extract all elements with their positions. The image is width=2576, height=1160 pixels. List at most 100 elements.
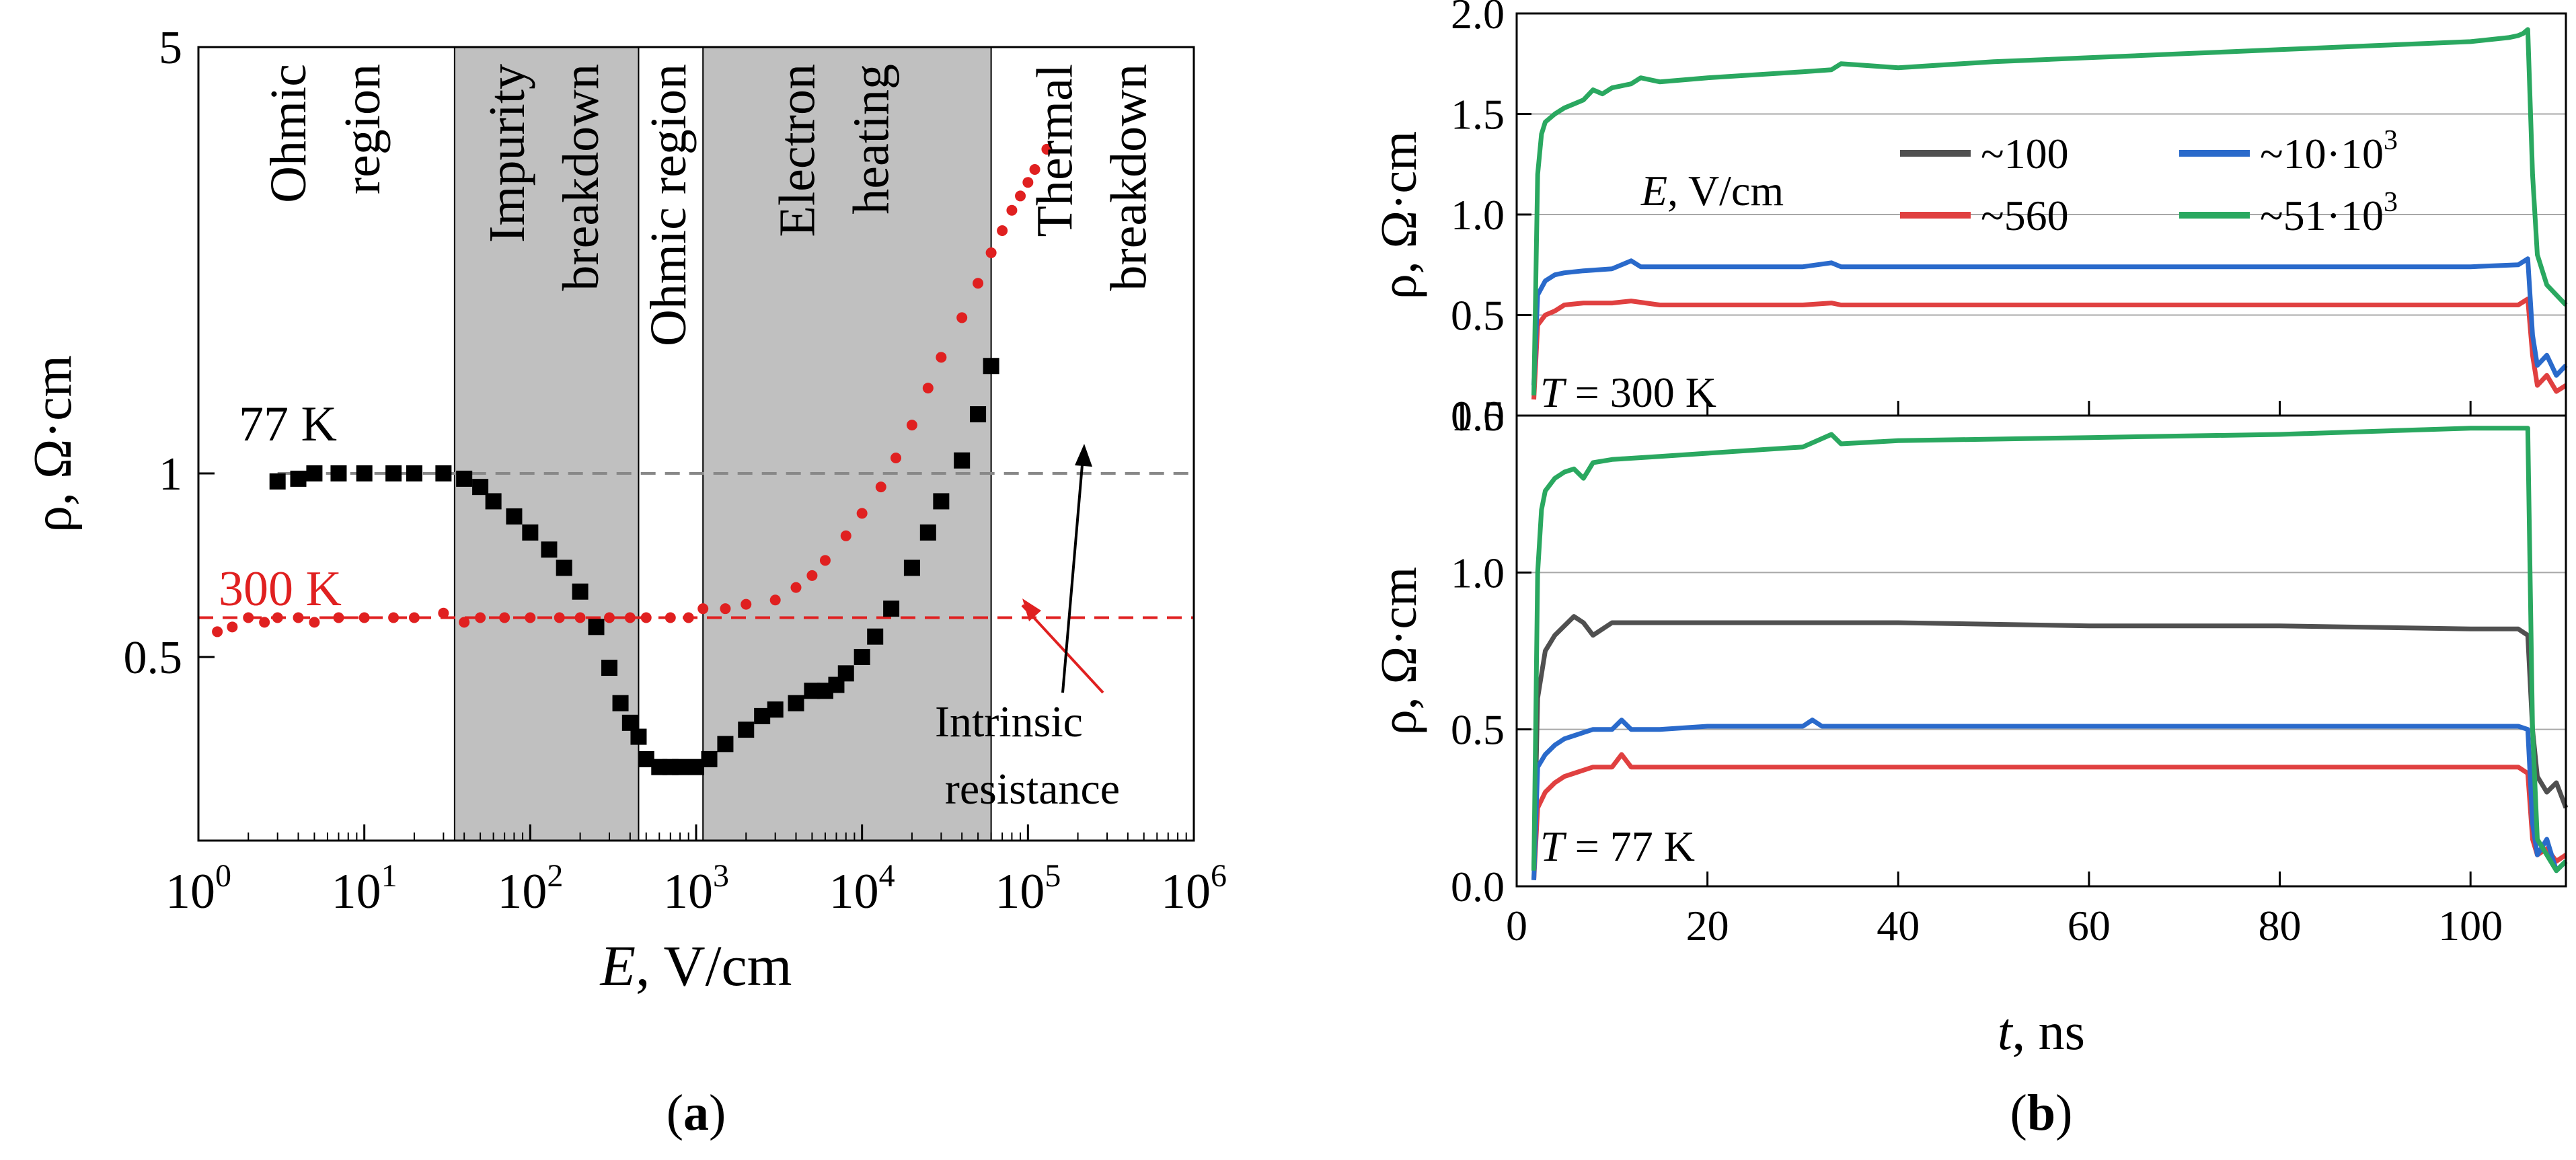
temperature-label-300k: T = 300 K (1540, 369, 1716, 416)
point-300-k-23 (697, 603, 709, 615)
x-tick-label-5: 105 (995, 858, 1061, 919)
point-300-k-22 (683, 612, 694, 623)
panel-a-caption: (a) (667, 1085, 726, 1141)
x-tick-label-3: 60 (2068, 902, 2111, 950)
point-300-k-40 (997, 225, 1008, 237)
point-300-k-5 (293, 612, 304, 623)
point-300-k-19 (624, 612, 636, 623)
point-77-k-40 (919, 524, 936, 541)
point-300-k-4 (272, 612, 283, 623)
panel-b-xlabel: t, ns (1998, 1002, 2085, 1060)
point-300-k-0 (212, 626, 223, 637)
trace-top-51-10 (1531, 27, 2568, 396)
point-300-k-9 (388, 612, 400, 623)
y-tick-label-top-1: 0.5 (1451, 292, 1505, 340)
annotation-line-2: resistance (945, 765, 1120, 814)
point-77-k-3 (330, 465, 347, 481)
point-300-k-18 (604, 612, 615, 623)
legend-label-560: ~560 (1981, 192, 2069, 239)
point-77-k-12 (522, 524, 539, 541)
y-tick-label-top-3: 1.5 (1451, 91, 1505, 139)
point-77-k-1 (290, 470, 307, 487)
temperature-label-77k: T = 77 K (1540, 822, 1695, 870)
point-77-k-2 (306, 465, 323, 481)
point-300-k-44 (1029, 163, 1040, 175)
point-77-k-14 (556, 559, 572, 576)
point-77-k-41 (933, 493, 950, 510)
temp-77k-rest: = 77 K (1564, 822, 1695, 870)
panel-a-xlabel-var: E (599, 933, 636, 998)
x-tick-label-6: 106 (1161, 858, 1227, 919)
point-300-k-43 (1022, 177, 1034, 188)
region-label-ohmic-region-1-1: region (334, 64, 391, 194)
trace-bottom-10-10 (1531, 718, 2568, 880)
region-label-electron-heating-0: Electron (769, 64, 825, 237)
x-tick-label-base-1: 10 (332, 864, 381, 919)
panel-b-bottom: 0.0 0.5 1.0 1.5 0 20 40 60 80 100 T = 77 K (1451, 392, 2569, 950)
legend-label-100: ~100 (1981, 130, 2069, 178)
point-300-k-10 (408, 612, 420, 623)
shaded-region-electron-heating (702, 46, 992, 841)
region-label-ohmic-region-1-0: Ohmic (260, 64, 317, 203)
x-tick-label-base-6: 10 (1161, 864, 1211, 919)
x-tick-label-base-2: 10 (497, 864, 547, 919)
point-77-k-36 (854, 648, 870, 665)
point-300-k-32 (875, 481, 886, 493)
point-77-k-31 (788, 695, 804, 711)
point-300-k-25 (741, 598, 752, 610)
point-77-k-4 (356, 465, 373, 481)
panel-b-legend: E, V/cm ~100 ~10·103 ~560 ~51·103 (1640, 125, 2398, 239)
point-77-k-44 (983, 358, 999, 375)
label-77k: 77 K (239, 397, 337, 452)
point-300-k-6 (309, 617, 320, 628)
point-77-k-26 (701, 750, 718, 767)
x-tick-label-base-0: 10 (165, 864, 215, 919)
x-tick-label-exp-0: 0 (215, 858, 231, 894)
legend-label-51e3-exp: 3 (2384, 187, 2398, 218)
panel-b-caption: (b) (2010, 1085, 2073, 1141)
annotation-line-1: Intrinsic (935, 697, 1083, 746)
point-77-k-15 (572, 583, 589, 600)
point-300-k-1 (227, 621, 238, 633)
y-tick-label-bottom-0: 0.0 (1451, 863, 1505, 911)
x-tick-label-3: 103 (663, 858, 729, 919)
point-300-k-12 (459, 617, 470, 628)
point-77-k-11 (506, 508, 523, 525)
panel-b-top-ylabel: ρ, Ω·cm (1371, 131, 1427, 300)
y-tick-label-top-4: 2.0 (1451, 0, 1505, 38)
y-tick-label-top-zero: 0.0 (1451, 392, 1505, 440)
point-77-k-7 (435, 465, 452, 481)
legend-label-51e3-base: ~51·10 (2260, 192, 2384, 239)
legend-title-unit: , V/cm (1667, 167, 1784, 215)
point-77-k-43 (970, 406, 987, 423)
point-300-k-13 (475, 612, 486, 623)
legend-title: E, V/cm (1640, 167, 1784, 215)
arrow-to-77k (1061, 457, 1084, 693)
panel-b-bottom-ylabel: ρ, Ω·cm (1371, 567, 1427, 736)
point-300-k-7 (333, 612, 344, 623)
panel-a-ylabel: ρ, Ω·cm (24, 355, 83, 533)
label-300k: 300 K (219, 562, 342, 617)
legend-label-51e3: ~51·103 (2260, 187, 2398, 239)
point-77-k-42 (954, 452, 971, 469)
x-tick-label-4: 80 (2259, 902, 2302, 950)
shaded-region-impurity-breakdown (453, 46, 640, 841)
point-300-k-17 (574, 612, 586, 623)
x-tick-label-exp-2: 2 (547, 858, 563, 894)
y-tick-label-bottom-1: 0.5 (1451, 706, 1505, 754)
panel-b-xlabel-unit: , ns (2012, 1002, 2085, 1060)
x-tick-label-exp-6: 6 (1211, 858, 1227, 894)
point-300-k-21 (665, 612, 676, 623)
point-300-k-3 (259, 617, 270, 628)
y-tick-label-bottom-2: 1.0 (1451, 549, 1505, 596)
region-label-thermal-breakdown-1: breakdown (1100, 64, 1157, 291)
point-77-k-35 (837, 665, 854, 682)
point-300-k-31 (856, 508, 868, 519)
point-300-k-37 (956, 312, 968, 323)
point-300-k-42 (1015, 190, 1026, 202)
x-tick-label-4: 104 (829, 858, 895, 919)
point-77-k-27 (717, 736, 734, 752)
x-tick-label-exp-5: 5 (1045, 858, 1061, 894)
